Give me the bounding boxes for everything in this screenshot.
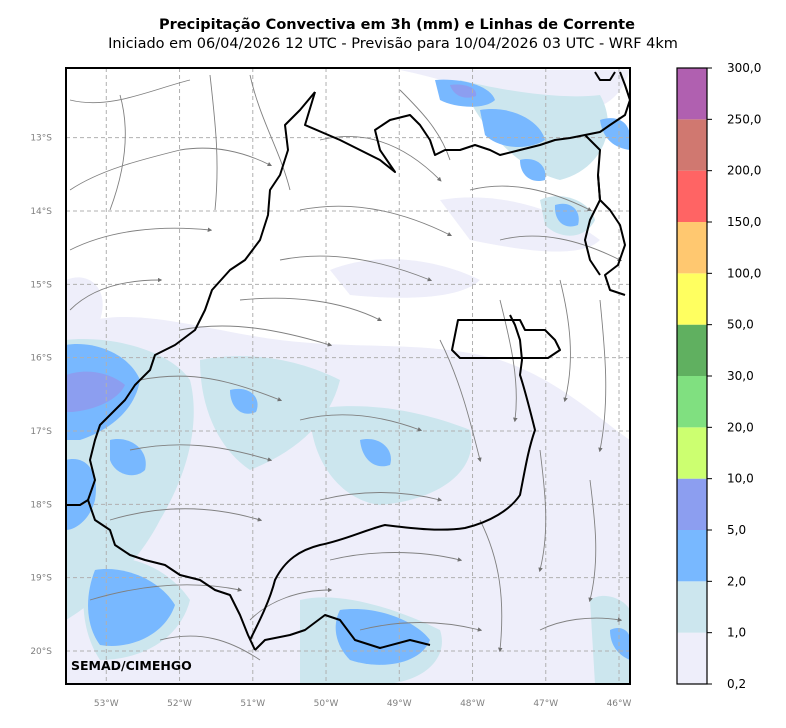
lat-tick-labels: 13°S 14°S 15°S 16°S 17°S 18°S 19°S 20°S (30, 134, 52, 657)
colorbar: 0,2 1,0 2,0 5,0 10,0 20,0 30,0 50,0 100,0 150,0 20… (676, 61, 761, 691)
lon-gridlines (105, 68, 620, 684)
lon-tick-label: 49°W (387, 699, 412, 709)
colorbar-segment (677, 222, 707, 274)
colorbar-label: 5,0 (727, 523, 746, 537)
lat-tick-label: 17°S (30, 427, 52, 437)
map-title: Precipitação Convectiva em 3h (mm) e Lin… (159, 17, 635, 33)
colorbar-segment (677, 324, 707, 376)
lat-tick-label: 20°S (30, 647, 52, 657)
colorbar-label: 0,2 (727, 677, 746, 691)
colorbar-segment (677, 478, 707, 530)
lat-tick-label: 13°S (30, 134, 52, 144)
colorbar-segment (677, 632, 707, 684)
colorbar-segment (677, 68, 707, 120)
colorbar-label: 300,0 (727, 61, 761, 75)
colorbar-segment (677, 427, 707, 479)
streamlines (69, 74, 623, 661)
lon-tick-label: 52°W (167, 699, 192, 709)
colorbar-label: 10,0 (727, 472, 754, 486)
lon-tick-label: 47°W (533, 699, 558, 709)
colorbar-segment (677, 376, 707, 428)
map-frame (65, 67, 631, 685)
lat-tick-label: 19°S (30, 574, 52, 584)
colorbar-label: 150,0 (727, 215, 761, 229)
lon-tick-label: 51°W (240, 699, 265, 709)
lon-tick-label: 50°W (314, 699, 339, 709)
colorbar-label: 100,0 (727, 266, 761, 280)
colorbar-label: 20,0 (727, 420, 754, 434)
colorbar-segment (677, 581, 707, 633)
colorbar-segment (677, 119, 707, 171)
credit-label: SEMAD/CIMEHGO (71, 658, 192, 673)
colorbar-segment (677, 530, 707, 582)
colorbar-label: 50,0 (727, 318, 754, 332)
colorbar-segment (677, 170, 707, 222)
lat-gridlines (66, 137, 630, 652)
colorbar-label: 250,0 (727, 112, 761, 126)
lat-tick-label: 18°S (30, 500, 52, 510)
colorbar-segment (677, 273, 707, 325)
precip-purple-areas (66, 84, 477, 412)
colorbar-label: 30,0 (727, 369, 754, 383)
colorbar-label: 1,0 (727, 626, 746, 640)
lon-tick-label: 48°W (460, 699, 485, 709)
lat-tick-label: 15°S (30, 280, 52, 290)
colorbar-label: 200,0 (727, 164, 761, 178)
colorbar-label: 2,0 (727, 574, 746, 588)
lon-tick-labels: 53°W 52°W 51°W 50°W 49°W 48°W 47°W 46°W (94, 699, 632, 709)
lat-tick-label: 16°S (30, 354, 52, 364)
map-subtitle: Iniciado em 06/04/2026 12 UTC - Previsão… (108, 36, 678, 52)
state-borders (66, 71, 630, 651)
lon-tick-label: 46°W (607, 699, 632, 709)
lat-tick-label: 14°S (30, 207, 52, 217)
lon-tick-label: 53°W (94, 699, 119, 709)
